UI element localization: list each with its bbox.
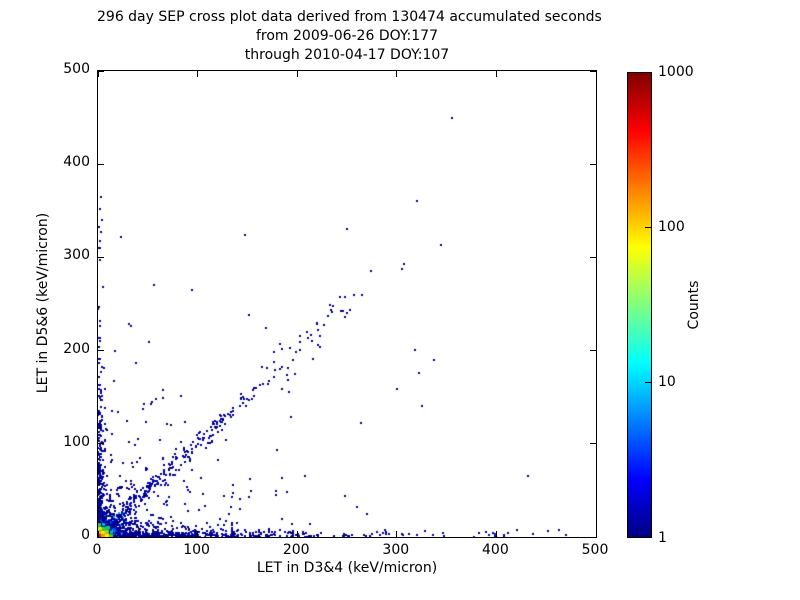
axis-tick — [590, 536, 596, 538]
x-tick-label: 300 — [382, 542, 410, 558]
axis-tick — [396, 531, 398, 537]
axis-tick — [98, 536, 104, 538]
colorbar-tick-label: 100 — [658, 218, 685, 235]
title-line-1: 296 day SEP cross plot data derived from… — [97, 9, 602, 25]
axis-tick — [98, 350, 104, 352]
y-tick-label: 200 — [63, 340, 90, 357]
title-line-3: through 2010-04-17 DOY:107 — [244, 47, 450, 63]
title-line-2: from 2009-06-26 DOY:177 — [255, 28, 438, 44]
axis-tick — [98, 256, 104, 258]
axis-tick — [98, 163, 104, 165]
axis-tick — [590, 350, 596, 352]
axis-tick — [495, 531, 497, 537]
x-tick-label: 100 — [183, 542, 210, 558]
axis-tick — [97, 71, 99, 77]
plot-area — [97, 70, 597, 538]
x-tick-label: 400 — [482, 542, 509, 558]
colorbar-tick-label: 10 — [658, 374, 676, 391]
axis-tick — [197, 71, 199, 77]
y-tick-label: 0 — [81, 527, 90, 543]
axis-tick — [296, 531, 298, 537]
colorbar — [627, 72, 652, 538]
axis-tick — [595, 531, 597, 537]
colorbar-tick-label: 1 — [658, 529, 667, 546]
y-tick-label: 400 — [63, 154, 90, 171]
axis-tick — [595, 71, 597, 77]
colorbar-tick-label: 1000 — [658, 63, 694, 80]
x-tick-label: 500 — [581, 542, 609, 558]
axis-tick — [495, 71, 497, 77]
x-axis-label: LET in D3&4 (keV/micron) — [256, 560, 438, 576]
x-tick-label: 200 — [282, 542, 310, 558]
scatter-canvas — [98, 71, 596, 537]
axis-tick — [590, 70, 596, 72]
axis-tick — [98, 443, 104, 445]
chart-title: 296 day SEP cross plot data derived from… — [97, 8, 602, 65]
axis-tick — [590, 163, 596, 165]
x-tick-label: 0 — [92, 542, 102, 558]
axis-tick — [296, 71, 298, 77]
y-tick-label: 500 — [63, 61, 90, 77]
axis-tick — [396, 71, 398, 77]
axis-tick — [97, 531, 99, 537]
colorbar-tick — [645, 382, 651, 384]
axis-tick — [590, 256, 596, 258]
y-axis-label: LET in D5&6 (keV/micron) — [35, 212, 51, 394]
axis-tick — [590, 443, 596, 445]
axis-tick — [197, 531, 199, 537]
y-tick-label: 300 — [63, 247, 90, 264]
y-tick-label: 100 — [63, 433, 90, 450]
axis-tick — [98, 70, 104, 72]
colorbar-label: Counts — [686, 280, 702, 330]
colorbar-tick — [645, 226, 651, 228]
